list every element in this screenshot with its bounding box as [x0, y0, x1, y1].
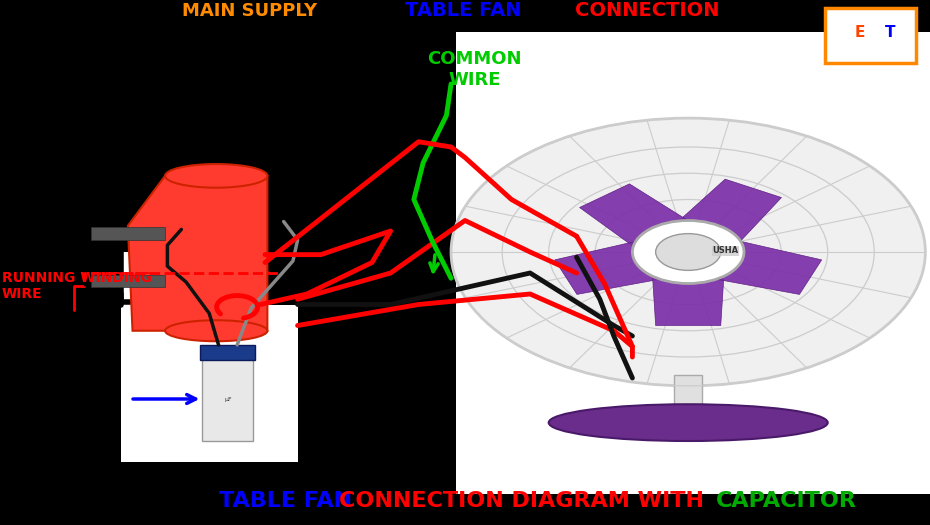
Ellipse shape [166, 320, 267, 341]
Ellipse shape [166, 164, 267, 188]
Bar [456, 32, 930, 493]
Bar [200, 345, 255, 360]
Polygon shape [554, 232, 701, 295]
Text: MAIN SUPPLY: MAIN SUPPLY [181, 2, 317, 20]
Polygon shape [675, 232, 822, 295]
Text: TABLE FAN: TABLE FAN [405, 1, 528, 20]
Text: CONNECTION DIAGRAM WITH: CONNECTION DIAGRAM WITH [339, 491, 712, 511]
Text: USHA: USHA [712, 246, 738, 256]
Text: COMMON
WIRE: COMMON WIRE [427, 50, 522, 89]
Bar [825, 8, 916, 63]
Bar [90, 227, 165, 240]
Text: TABLE FAN: TABLE FAN [219, 491, 359, 511]
Polygon shape [651, 252, 725, 326]
Ellipse shape [549, 404, 828, 441]
Text: CAPACITOR: CAPACITOR [716, 491, 857, 511]
Circle shape [632, 220, 744, 284]
Text: RUNNING WINDING
WIRE: RUNNING WINDING WIRE [2, 271, 152, 301]
Polygon shape [656, 179, 781, 262]
Polygon shape [579, 184, 717, 266]
Text: START: START [379, 435, 438, 453]
Text: μF: μF [224, 396, 232, 402]
Text: T: T [885, 25, 896, 40]
Text: CONNECTION: CONNECTION [575, 1, 719, 20]
Circle shape [451, 118, 925, 386]
Bar [121, 252, 265, 304]
Bar [90, 275, 165, 287]
Polygon shape [128, 176, 267, 331]
Bar [674, 375, 702, 428]
Circle shape [656, 234, 721, 270]
Bar [121, 304, 298, 462]
Bar [203, 357, 253, 441]
Text: E: E [855, 25, 865, 40]
